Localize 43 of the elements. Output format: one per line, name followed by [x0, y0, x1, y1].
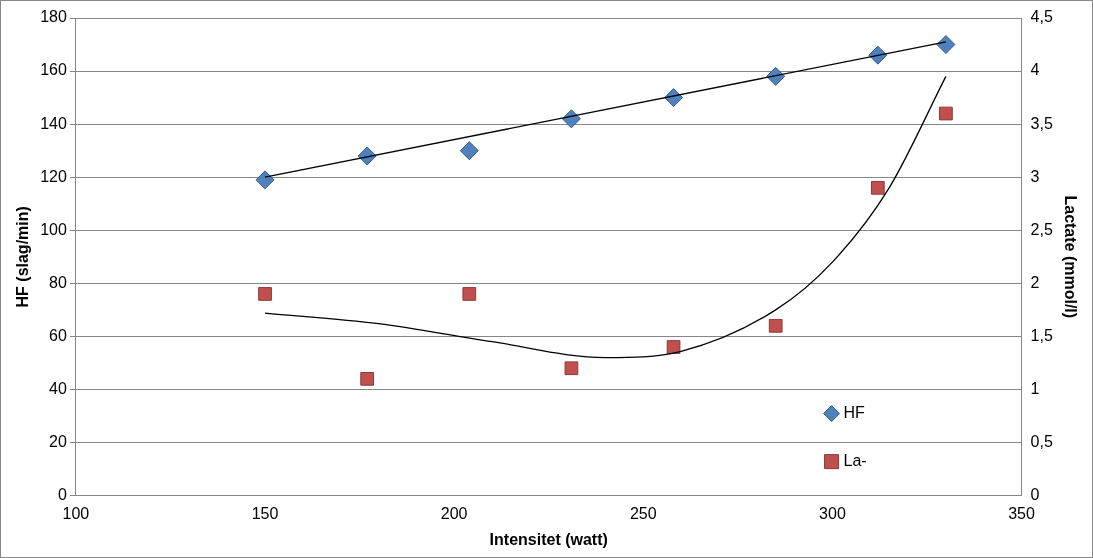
y2-tick-label: 1,5: [1030, 326, 1053, 344]
point: [360, 371, 375, 386]
point: [936, 35, 956, 55]
y2-tick-label: 1: [1030, 379, 1040, 397]
y2-tick-label: 3,5: [1030, 114, 1053, 132]
x-tick-label: 200: [440, 504, 468, 522]
point: [666, 340, 681, 354]
y2-axis-title: Lactate (mmol/l): [1061, 195, 1079, 319]
y2-tick-label: 4,5: [1030, 8, 1053, 26]
y-tick-label: 60: [49, 326, 67, 344]
x-tick-label: 150: [251, 504, 279, 522]
y-tick-label: 140: [40, 114, 67, 132]
x-tick-label: 250: [629, 504, 657, 522]
point: [870, 180, 885, 195]
point: [768, 318, 783, 333]
y2-tick-label: 3: [1030, 167, 1040, 185]
y-tick-label: 180: [40, 8, 67, 26]
y-tick-label: 40: [49, 379, 67, 397]
line-series: [264, 75, 947, 359]
legend-label: HF: [843, 404, 866, 422]
y2-tick-label: 2,5: [1030, 220, 1053, 238]
point: [258, 287, 272, 301]
x-tick-label: 300: [819, 504, 846, 522]
y2-tick-label: 4: [1030, 61, 1040, 79]
legend-label: La-: [843, 452, 867, 470]
x-tick-label: 350: [1008, 504, 1035, 522]
y-tick-label: 0: [57, 486, 67, 504]
point: [564, 361, 579, 376]
y-tick-label: 120: [40, 167, 67, 185]
point: [459, 141, 479, 161]
x-tick-label: 100: [62, 504, 90, 522]
point: [255, 170, 275, 190]
y-axis-title: HF (slag/min): [14, 206, 32, 308]
x-axis-title: Intensitet (watt): [489, 530, 608, 548]
y2-tick-label: 0,5: [1030, 432, 1053, 450]
y-tick-label: 80: [49, 273, 67, 291]
y-tick-label: 20: [49, 432, 67, 450]
y-tick-label: 160: [40, 61, 67, 79]
y-tick-label: 100: [40, 220, 67, 238]
point: [939, 106, 953, 121]
y2-tick-label: 0: [1030, 486, 1040, 504]
y2-tick-label: 2: [1030, 273, 1040, 291]
point: [462, 287, 477, 301]
